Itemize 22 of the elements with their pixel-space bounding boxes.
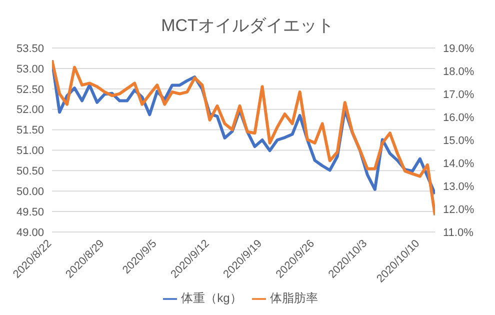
y-tick-label: 52.00 [16, 104, 44, 116]
y-tick-label: 53.50 [16, 42, 44, 55]
y2-tick-label: 18.0% [443, 66, 474, 78]
y2-tick-label: 12.0% [443, 204, 474, 216]
y-tick-label: 49.50 [16, 206, 44, 218]
chart-title: MCTオイルダイエット [160, 15, 335, 37]
legend-label: 体脂肪率 [270, 291, 318, 305]
y-tick-label: 51.00 [16, 145, 44, 158]
y2-tick-label: 14.0% [443, 158, 474, 170]
y2-tick-label: 15.0% [443, 134, 474, 147]
y-tick-label: 49.00 [16, 226, 44, 239]
y-tick-label: 50.00 [16, 186, 44, 198]
y2-tick-label: 11.0% [443, 226, 474, 239]
y-tick-label: 53.00 [16, 63, 44, 76]
y-tick-label: 52.50 [16, 84, 44, 96]
y-tick-label: 51.50 [16, 124, 44, 137]
legend-label: 体重（kg） [181, 291, 242, 305]
y2-tick-label: 17.0% [443, 88, 474, 101]
y2-tick-label: 13.0% [443, 180, 474, 193]
y-tick-label: 50.50 [16, 166, 44, 178]
y2-tick-label: 16.0% [443, 112, 474, 124]
y2-tick-label: 19.0% [443, 42, 474, 55]
